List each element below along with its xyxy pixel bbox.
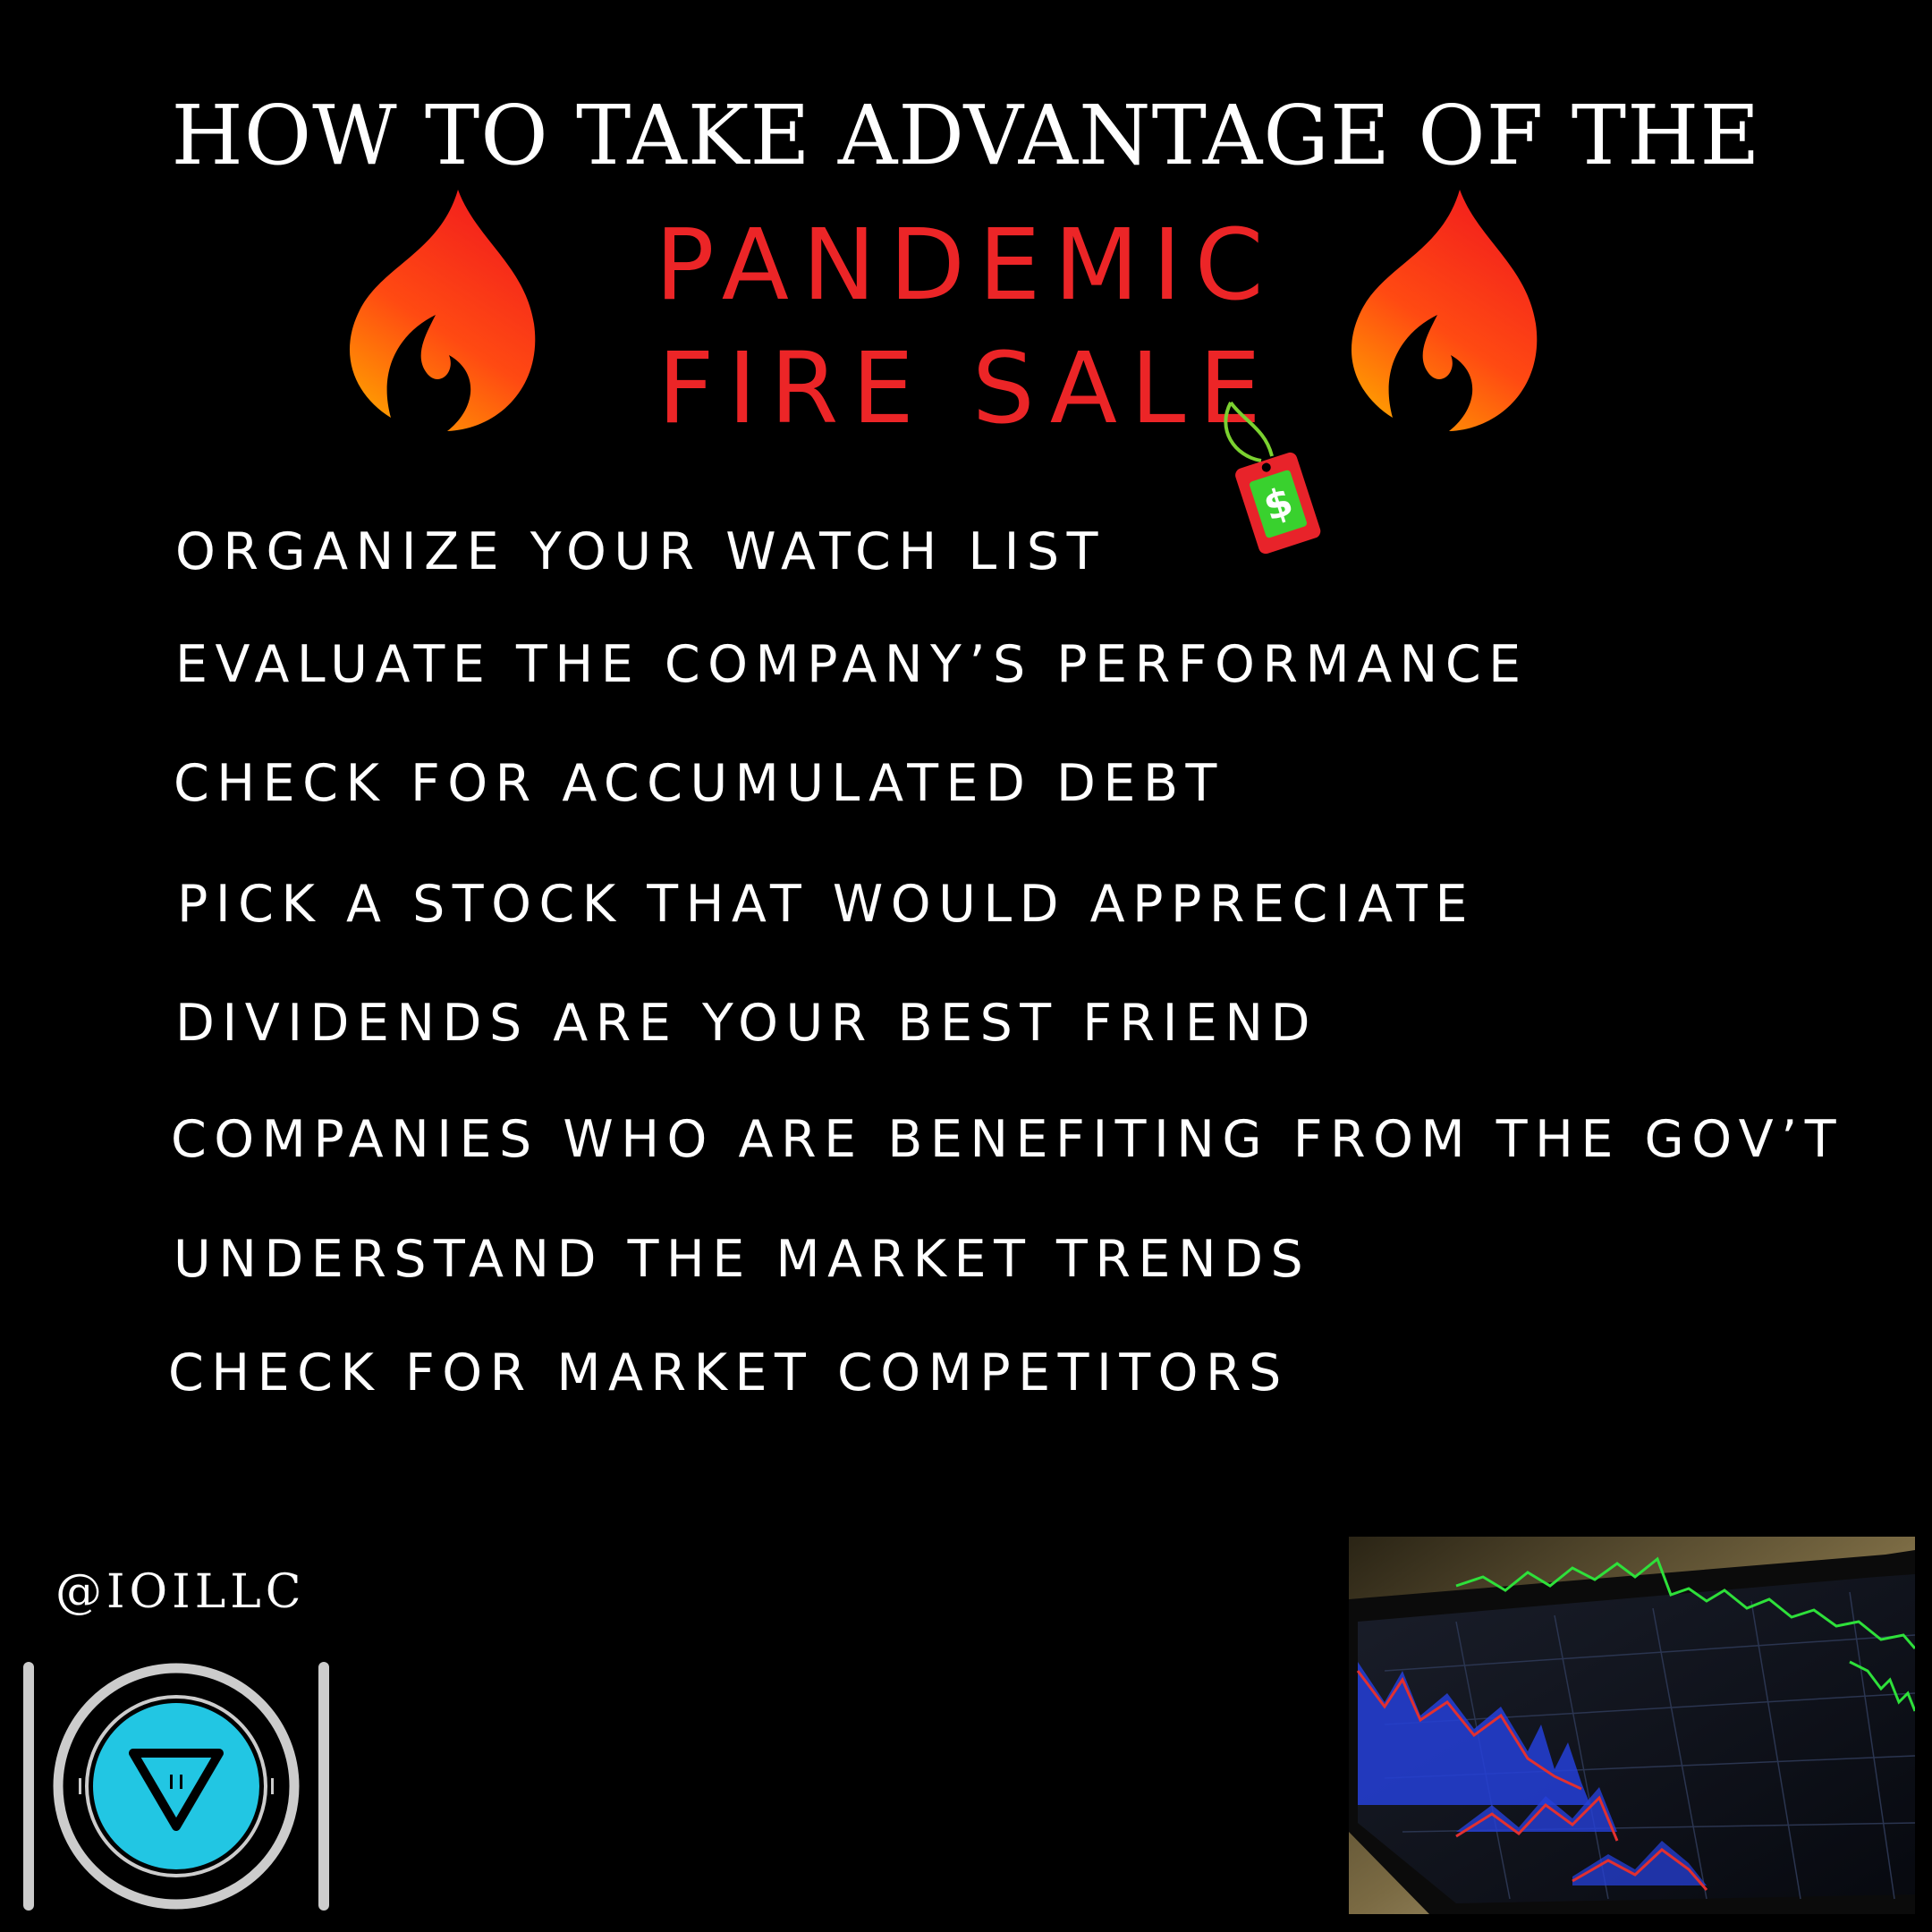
stock-chart-photo	[1349, 1537, 1915, 1914]
flame-icon	[1351, 190, 1538, 431]
price-tag-icon: $	[1224, 401, 1321, 555]
fire-sale-title-line-1: PANDEMIC	[655, 208, 1277, 322]
headline: HOW TO TAKE ADVANTAGE OF THE	[171, 88, 1761, 183]
tip-item: EVALUATE THE COMPANY’S PERFORMANCE	[175, 635, 1529, 694]
tip-item: CHECK FOR MARKET COMPETITORS	[168, 1343, 1289, 1402]
tip-item: DIVIDENDS ARE YOUR BEST FRIEND	[175, 994, 1318, 1053]
fire-sale-title-line-2: FIRE SALE	[657, 331, 1275, 445]
tablet-stock-chart-photo	[1349, 1537, 1915, 1914]
tip-item: ORGANIZE YOUR WATCH LIST	[175, 522, 1106, 581]
tip-item: CHECK FOR ACCUMULATED DEBT	[174, 754, 1224, 813]
tip-item: UNDERSTAND THE MARKET TRENDS	[174, 1230, 1311, 1289]
social-handle: @IOILLC	[55, 1565, 306, 1619]
ioi-logo-icon	[23, 1662, 329, 1911]
tip-item: PICK A STOCK THAT WOULD APPRECIATE	[177, 875, 1476, 934]
tip-item: COMPANIES WHO ARE BENEFITING FROM THE GO…	[171, 1110, 1844, 1169]
flame-icon	[349, 190, 536, 431]
